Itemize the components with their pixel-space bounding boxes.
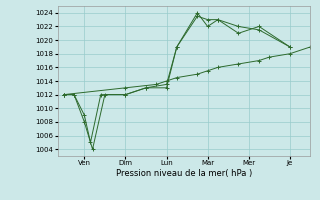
X-axis label: Pression niveau de la mer( hPa ): Pression niveau de la mer( hPa ): [116, 169, 252, 178]
